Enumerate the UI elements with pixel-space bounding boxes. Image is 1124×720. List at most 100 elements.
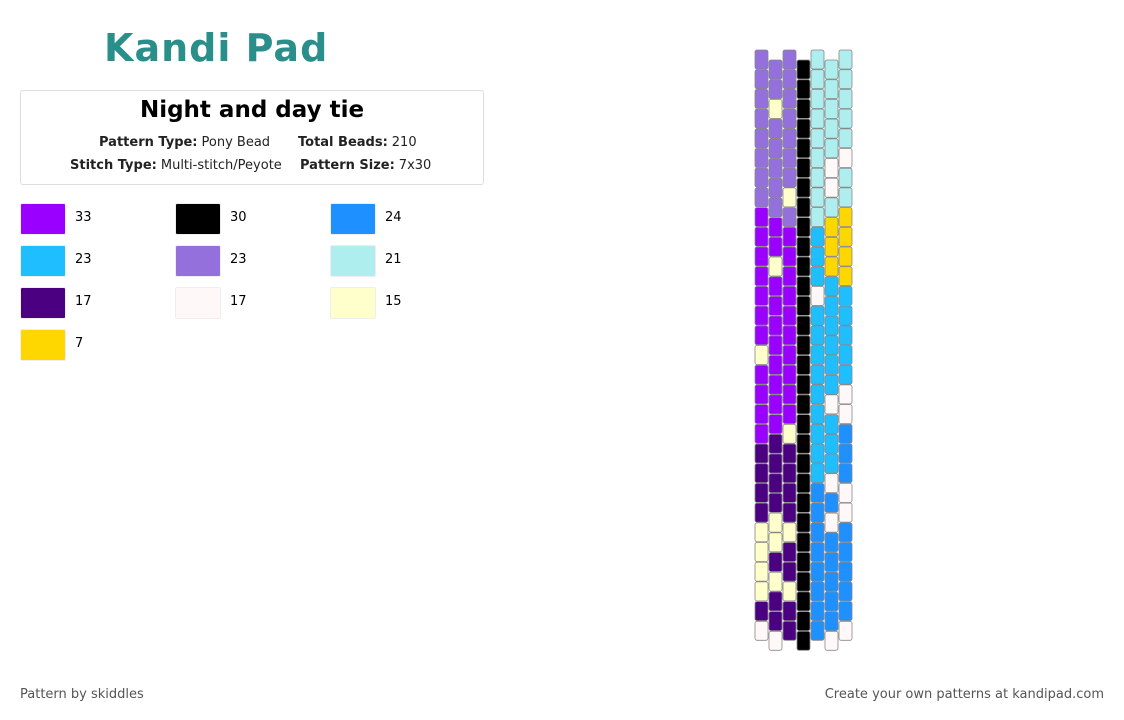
bead	[768, 473, 783, 494]
bead	[768, 433, 783, 454]
bead	[768, 197, 783, 218]
bead	[796, 315, 811, 336]
bead	[754, 207, 769, 228]
bead	[782, 148, 797, 168]
bead	[796, 591, 811, 612]
bead	[754, 522, 769, 543]
color-swatch	[330, 203, 376, 235]
bead	[796, 552, 811, 572]
bead	[810, 246, 825, 267]
field-label: Pattern Size:	[300, 158, 395, 173]
bead	[768, 335, 783, 356]
bead-count: 30	[230, 210, 247, 225]
bead	[810, 207, 825, 228]
bead	[810, 49, 825, 70]
bead	[810, 620, 825, 641]
bead	[768, 591, 783, 612]
bead	[810, 404, 825, 425]
bead	[768, 492, 783, 513]
bead	[768, 177, 783, 198]
bead	[768, 276, 783, 297]
bead	[754, 226, 769, 247]
bead	[754, 581, 769, 602]
bead	[782, 502, 797, 523]
color-swatch	[175, 203, 221, 235]
bead	[838, 522, 853, 543]
bead	[838, 620, 853, 641]
bead	[768, 99, 783, 119]
bead	[782, 69, 797, 90]
bead	[754, 266, 769, 287]
bead	[824, 79, 839, 100]
bead	[796, 335, 811, 356]
bead	[810, 345, 825, 365]
bead	[754, 542, 769, 562]
bead	[782, 187, 797, 208]
bead	[838, 226, 853, 247]
bead	[810, 581, 825, 602]
field-value: 7x30	[398, 158, 432, 173]
bead	[824, 59, 839, 80]
bead	[796, 99, 811, 119]
bead	[796, 197, 811, 218]
bead	[838, 345, 853, 365]
field-label: Total Beads:	[298, 135, 388, 150]
author: Pattern by skiddles	[20, 687, 144, 702]
bead	[824, 512, 839, 533]
bead	[754, 502, 769, 523]
bead	[810, 482, 825, 503]
bead	[754, 285, 769, 306]
bead	[824, 374, 839, 395]
bead-count: 24	[385, 210, 402, 225]
logo[interactable]: Kandi Pad	[104, 26, 329, 70]
bead-count: 21	[385, 252, 402, 267]
bead	[838, 128, 853, 149]
bead-count: 7	[75, 336, 84, 351]
bead	[810, 601, 825, 621]
color-swatch	[20, 329, 66, 361]
bead	[782, 285, 797, 306]
bead	[782, 226, 797, 247]
bead	[824, 473, 839, 494]
bead	[754, 423, 769, 444]
bead	[768, 630, 783, 651]
bead	[824, 552, 839, 572]
bead-count: 33	[75, 210, 92, 225]
bead	[824, 217, 839, 238]
bead-count: 17	[230, 294, 247, 309]
bead	[824, 492, 839, 513]
field-value: 210	[391, 135, 417, 150]
bead	[768, 158, 783, 178]
bead	[768, 295, 783, 316]
bead	[782, 561, 797, 582]
bead	[824, 118, 839, 139]
bead	[782, 384, 797, 405]
bead	[810, 226, 825, 247]
bead	[810, 502, 825, 523]
promo-link[interactable]: Create your own patterns at kandipad.com	[824, 687, 1104, 702]
bead	[796, 158, 811, 178]
bead	[810, 522, 825, 543]
bead	[824, 256, 839, 277]
bead	[796, 295, 811, 316]
bead	[796, 79, 811, 100]
bead	[768, 512, 783, 533]
bead	[782, 128, 797, 149]
bead	[796, 177, 811, 198]
bead	[768, 414, 783, 435]
bead	[782, 443, 797, 464]
bead	[824, 532, 839, 553]
bead	[754, 620, 769, 641]
bead	[782, 167, 797, 188]
bead	[754, 305, 769, 326]
bead	[768, 374, 783, 395]
bead	[824, 591, 839, 612]
bead	[782, 601, 797, 621]
bead	[838, 601, 853, 621]
bead	[824, 138, 839, 159]
bead	[782, 108, 797, 129]
bead	[796, 256, 811, 277]
bead	[810, 305, 825, 326]
